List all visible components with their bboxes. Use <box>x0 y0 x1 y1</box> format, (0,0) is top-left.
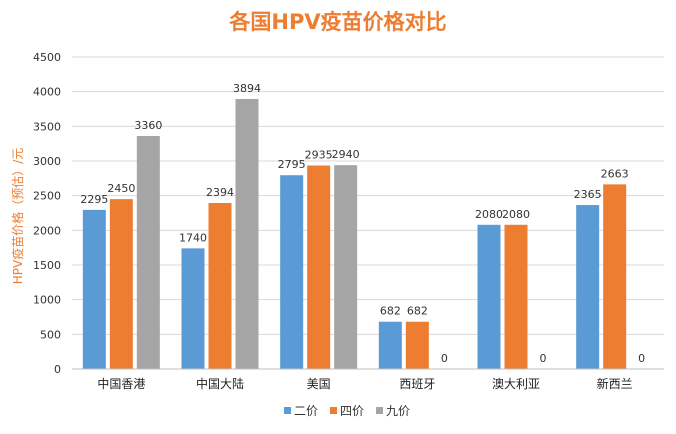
bar <box>307 165 331 369</box>
bar <box>136 136 160 369</box>
y-axis-label: HPV疫苗价格（预估）/元 <box>10 148 25 285</box>
data-label: 2365 <box>574 188 602 201</box>
x-category-label: 新西兰 <box>597 376 633 391</box>
bar <box>477 224 501 369</box>
x-category-label: 美国 <box>307 377 331 391</box>
data-label: 0 <box>540 352 547 365</box>
y-tick-label: 2500 <box>33 190 61 203</box>
data-label: 2080 <box>475 208 503 221</box>
legend-swatch <box>376 407 383 414</box>
x-category-label: 西班牙 <box>399 377 435 391</box>
legend-label: 二价 <box>294 404 318 418</box>
data-label: 2940 <box>332 148 360 161</box>
x-category-label: 中国香港 <box>97 376 145 391</box>
bar <box>280 175 304 369</box>
bar <box>603 184 627 369</box>
data-label: 3894 <box>233 82 261 95</box>
bar <box>576 205 600 369</box>
x-axis-categories: 中国香港 中国大陆 美国 西班牙 澳大利亚 新西兰 <box>97 376 632 391</box>
bar <box>334 165 358 369</box>
y-tick-label: 4500 <box>33 51 61 64</box>
data-label: 2080 <box>502 208 530 221</box>
data-label: 2450 <box>107 182 135 195</box>
legend: 二价 四价 九价 <box>284 404 410 418</box>
y-tick-label: 4000 <box>33 86 61 99</box>
legend-swatch <box>330 407 337 414</box>
data-label: 3360 <box>134 119 162 132</box>
y-tick-label: 1500 <box>33 259 61 272</box>
data-label: 682 <box>380 305 401 318</box>
bar <box>405 321 429 369</box>
data-label: 682 <box>407 305 428 318</box>
legend-label: 九价 <box>386 404 410 418</box>
chart-title: 各国HPV疫苗价格对比 <box>228 10 446 34</box>
bar <box>181 248 205 369</box>
x-category-label: 中国大陆 <box>196 376 244 391</box>
data-label: 2663 <box>601 167 629 180</box>
legend-swatch <box>284 407 291 414</box>
gridlines <box>72 56 664 335</box>
data-label: 2795 <box>278 158 306 171</box>
y-tick-label: 500 <box>40 328 61 341</box>
data-label: 2394 <box>206 186 234 199</box>
legend-label: 四价 <box>340 404 364 418</box>
bar <box>378 321 402 369</box>
bar <box>109 199 133 369</box>
data-label: 0 <box>441 352 448 365</box>
bar <box>208 203 232 369</box>
y-tick-label: 1000 <box>33 294 61 307</box>
bar <box>82 209 106 369</box>
data-label: 0 <box>638 352 645 365</box>
y-tick-label: 3000 <box>33 155 61 168</box>
bar <box>504 224 528 369</box>
data-label: 1740 <box>179 231 207 244</box>
y-tick-label: 2000 <box>33 224 61 237</box>
data-label: 2935 <box>305 149 333 162</box>
bars <box>82 99 627 370</box>
y-tick-label: 0 <box>54 363 61 376</box>
data-label: 2295 <box>80 193 108 206</box>
y-axis-ticks: 0 500 1000 1500 2000 2500 3000 3500 4000 4500 <box>33 51 61 376</box>
x-category-label: 澳大利亚 <box>492 377 540 391</box>
y-tick-label: 3500 <box>33 120 61 133</box>
bar <box>235 99 259 370</box>
